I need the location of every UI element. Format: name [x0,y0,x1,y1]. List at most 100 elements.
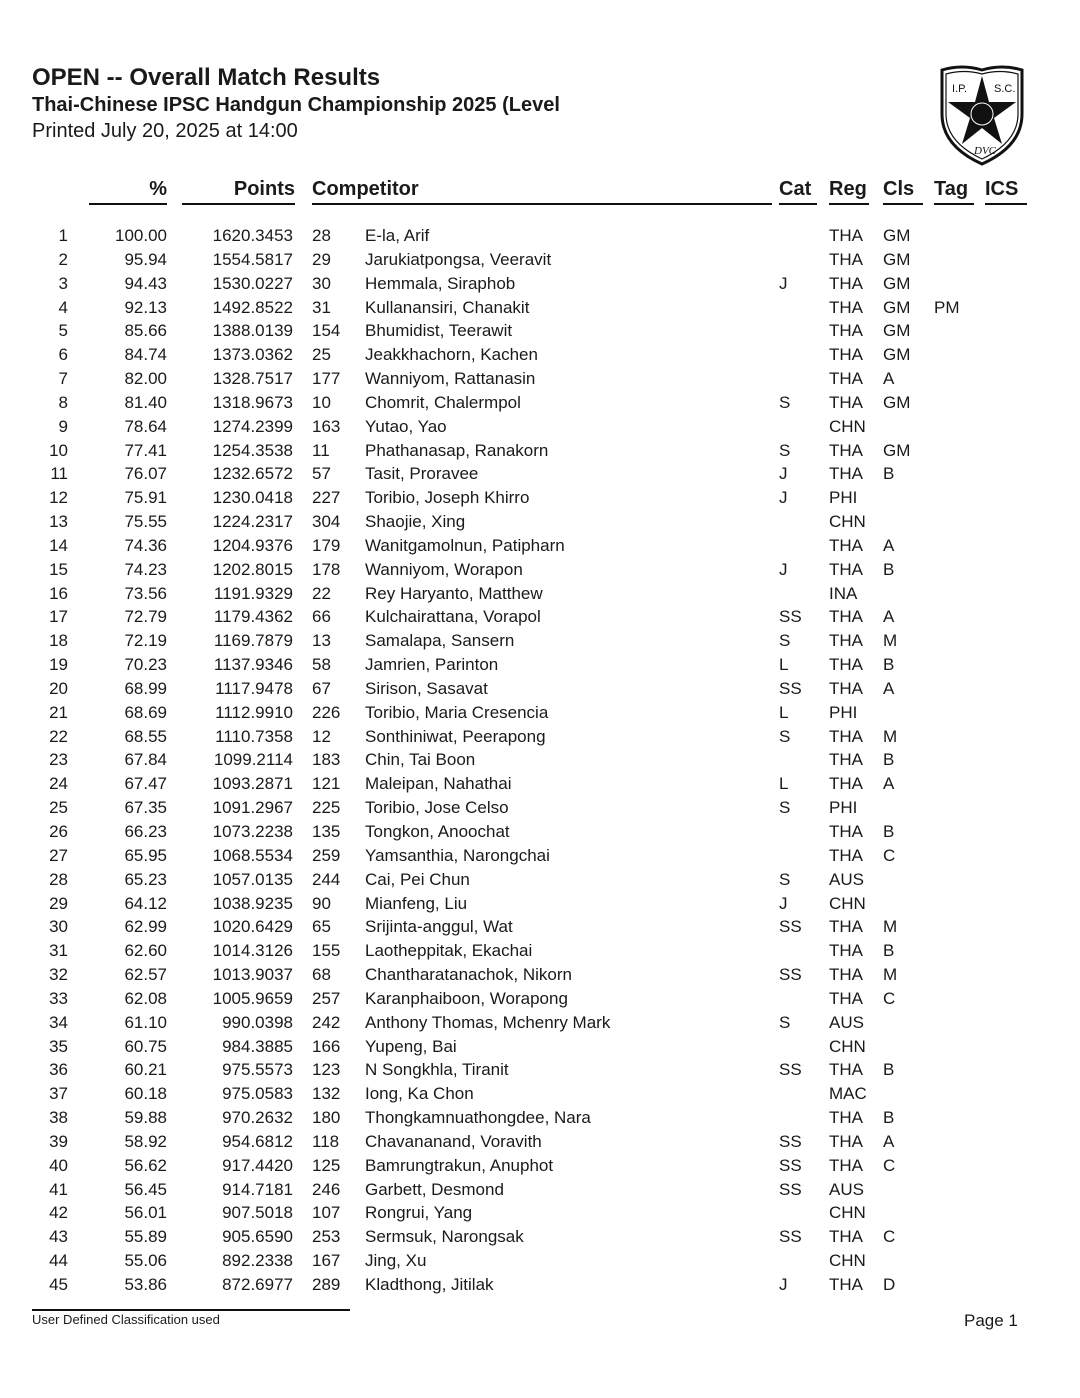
cell-points: 1328.7517 [212,369,293,389]
cell-competitor-number: 289 [312,1274,341,1294]
column-header-competitor: Competitor [312,178,772,205]
cell-competitor-number: 177 [312,369,341,389]
cell-category: L [779,774,789,794]
cell-region: PHI [829,702,858,722]
cell-category: S [779,392,791,412]
table-row: 5 85.66 1388.0139 154 Bhumidist, Teerawit THA… [0,321,1080,345]
cell-competitor-name: Chomrit, Chalermpol [365,392,521,412]
cell-category: SS [779,917,802,937]
cell-percent: 64.12 [124,893,167,913]
table-row: 23 67.84 1099.2114 183 Chin, Tai Boon THA B [0,750,1080,774]
cell-competitor-number: 253 [312,1227,341,1247]
cell-percent: 65.95 [124,845,167,865]
cell-competitor-number: 180 [312,1108,341,1128]
cell-region: THA [829,464,863,484]
cell-points: 954.6812 [222,1131,293,1151]
table-row: 17 72.79 1179.4362 66 Kulchairattana, Vorapo… [0,607,1080,631]
cell-class: M [883,631,898,651]
cell-competitor-name: Tasit, Proravee [365,464,479,484]
cell-percent: 74.23 [124,559,167,579]
cell-competitor-name: Sonthiniwat, Peerapong [365,726,546,746]
cell-place: 21 [49,702,68,722]
cell-class: C [883,1227,896,1247]
cell-competitor-name: Bhumidist, Teerawit [365,321,513,341]
cell-points: 1492.8522 [212,297,293,317]
cell-points: 1224.2317 [212,512,293,532]
table-row: 32 62.57 1013.9037 68 Chantharatanachok, Nik… [0,965,1080,989]
table-row: 21 68.69 1112.9910 226 Toribio, Maria Cresen… [0,703,1080,727]
cell-place: 37 [49,1084,68,1104]
cell-points: 990.0398 [222,1012,293,1032]
table-row: 39 58.92 954.6812 118 Chavananand, Voravith S… [0,1132,1080,1156]
page-title: OPEN -- Overall Match Results [32,64,381,91]
svg-text:I.P.: I.P. [952,83,967,95]
cell-points: 1554.5817 [212,249,293,269]
table-row: 24 67.47 1093.2871 121 Maleipan, Nahathai L TH… [0,774,1080,798]
cell-points: 1005.9659 [212,988,293,1008]
cell-points: 1117.9478 [215,678,293,698]
table-row: 8 81.40 1318.9673 10 Chomrit, Chalermpol S THA… [0,393,1080,417]
cell-competitor-number: 304 [312,512,341,532]
cell-percent: 56.01 [124,1203,167,1223]
cell-percent: 60.75 [124,1036,167,1056]
cell-competitor-number: 125 [312,1155,341,1175]
cell-place: 1 [58,226,68,245]
table-row: 11 76.07 1232.6572 57 Tasit, Proravee J THA B [0,464,1080,488]
cell-place: 33 [49,988,68,1008]
cell-points: 914.7181 [222,1179,293,1199]
cell-points: 1110.7358 [215,726,293,746]
cell-competitor-name: Shaojie, Xing [365,512,466,532]
cell-competitor-name: Kladthong, Jitilak [365,1274,494,1294]
cell-tag: PM [934,297,960,317]
cell-class: A [883,607,895,627]
table-row: 37 60.18 975.0583 132 Iong, Ka Chon MAC [0,1084,1080,1108]
table-row: 16 73.56 1191.9329 22 Rey Haryanto, Matthew I… [0,584,1080,608]
table-row: 1 100.00 1620.3453 28 E-la, Arif THA GM [0,226,1080,250]
cell-percent: 81.40 [124,392,167,412]
cell-place: 23 [49,750,68,770]
cell-category: J [779,893,788,913]
cell-competitor-number: 65 [312,917,331,937]
cell-class: B [883,655,895,675]
cell-category: J [779,273,788,293]
cell-region: THA [829,917,863,937]
cell-points: 1620.3453 [212,226,293,245]
cell-region: THA [829,1060,863,1080]
cell-region: THA [829,631,863,651]
cell-competitor-name: Anthony Thomas, Mchenry Mark [365,1012,611,1032]
table-row: 12 75.91 1230.0418 227 Toribio, Joseph Khirr… [0,488,1080,512]
cell-percent: 95.94 [124,249,167,269]
cell-place: 31 [49,941,68,961]
table-row: 19 70.23 1137.9346 58 Jamrien, Parinton L THA B [0,655,1080,679]
column-header-reg: Reg [829,178,869,205]
cell-region: THA [829,440,863,460]
table-row: 29 64.12 1038.9235 90 Mianfeng, Liu J CHN [0,894,1080,918]
cell-competitor-number: 58 [312,655,331,675]
cell-points: 892.2338 [222,1251,293,1271]
cell-competitor-name: Rongrui, Yang [365,1203,473,1223]
cell-percent: 60.18 [124,1084,167,1104]
cell-region: THA [829,273,863,293]
cell-place: 38 [49,1108,68,1128]
cell-competitor-name: Sirison, Sasavat [365,678,488,698]
cell-region: THA [829,774,863,794]
cell-region: AUS [829,869,864,889]
cell-points: 984.3885 [222,1036,293,1056]
cell-place: 2 [58,249,68,269]
cell-points: 1230.0418 [212,488,293,508]
cell-competitor-name: Jeakkhachorn, Kachen [365,345,538,365]
cell-class: GM [883,321,911,341]
cell-percent: 62.60 [124,941,167,961]
cell-class: GM [883,297,911,317]
cell-competitor-name: Iong, Ka Chon [365,1084,474,1104]
cell-competitor-number: 90 [312,893,331,913]
table-row: 2 95.94 1554.5817 29 Jarukiatpongsa, Veeravi… [0,250,1080,274]
cell-region: THA [829,321,863,341]
cell-competitor-number: 154 [312,321,341,341]
cell-competitor-name: Srijinta-anggul, Wat [365,917,513,937]
cell-region: THA [829,845,863,865]
cell-points: 1373.0362 [212,345,293,365]
cell-competitor-name: Bamrungtrakun, Anuphot [365,1155,554,1175]
cell-class: GM [883,249,911,269]
cell-place: 18 [49,631,68,651]
